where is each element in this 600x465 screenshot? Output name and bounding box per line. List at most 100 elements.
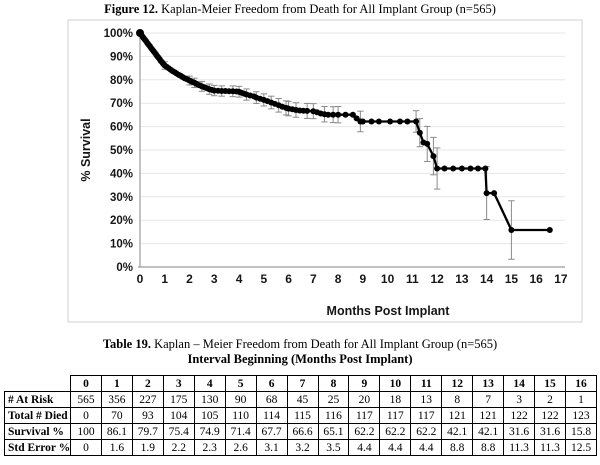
km-point (430, 153, 437, 160)
x-tick-label: 17 (554, 272, 568, 286)
table-header-row: 0 1 2 3 4 5 6 7 8 9 10 11 12 13 14 15 16 (5, 375, 597, 392)
x-tick-label: 6 (285, 272, 292, 286)
table-cell: 117 (379, 407, 412, 424)
table-cell: 122 (534, 407, 566, 424)
km-point (467, 165, 474, 172)
km-point (441, 165, 448, 172)
interval-col-header: 6 (255, 375, 288, 392)
table-subtitle: Interval Beginning (Months Post Implant) (187, 352, 413, 366)
y-tick-label: 50% (110, 145, 133, 157)
km-chart: 0%10%20%30%40%50%60%70%80%90%100%0 1 2 3 4 5 6… (67, 19, 583, 323)
table-cell: 1.9 (131, 439, 164, 456)
km-point (413, 118, 420, 125)
km-point (349, 111, 356, 118)
y-tick-label: 40% (110, 168, 133, 180)
x-tick-label: 1 (161, 272, 168, 286)
km-point (359, 118, 366, 125)
interval-col-header: 13 (472, 375, 505, 392)
table-cell: 8 (441, 391, 474, 408)
km-point (546, 227, 553, 233)
y-tick-label: 0% (116, 262, 133, 274)
table-corner-cell (5, 376, 71, 392)
x-tick-label: 2 (186, 272, 193, 286)
interval-col-header: 9 (348, 375, 381, 392)
table-title-label: Table 19. (102, 337, 151, 351)
figure-title-text: Kaplan-Meier Freedom from Death for All … (158, 2, 496, 16)
x-tick-label: 14 (480, 272, 494, 286)
y-axis-title: % Survival (79, 118, 93, 181)
row-label: # At Risk (4, 391, 71, 408)
x-tick-label: 0 (137, 272, 144, 286)
table-cell: 62.2 (379, 423, 412, 440)
table-cell: 65.1 (317, 423, 350, 440)
km-table: 0 1 2 3 4 5 6 7 8 9 10 11 12 13 14 15 16 # At Risk 565 356 2… (4, 375, 597, 456)
table-cell: 0 (70, 439, 102, 456)
km-point (416, 129, 423, 136)
x-tick-label: 3 (211, 272, 218, 286)
x-tick-label: 4 (236, 272, 243, 286)
table-cell: 31.6 (503, 423, 536, 440)
table-cell: 45 (286, 391, 319, 408)
table-cell: 79.7 (131, 423, 164, 440)
table-cell: 74.9 (193, 423, 226, 440)
table-cell: 68 (255, 391, 288, 408)
interval-col-header: 2 (131, 375, 164, 392)
figure-title: Figure 12. Kaplan-Meier Freedom from Dea… (0, 0, 600, 18)
table-cell: 3 (503, 391, 536, 408)
x-tick-label: 5 (260, 272, 267, 286)
table-cell: 227 (131, 391, 164, 408)
table-cell: 25 (317, 391, 350, 408)
table-cell: 11.3 (534, 439, 566, 456)
table-cell: 115 (286, 407, 319, 424)
row-label: Std Error % (4, 439, 71, 456)
interval-col-header: 1 (100, 375, 133, 392)
interval-col-header: 15 (534, 375, 566, 392)
table-cell: 67.7 (255, 423, 288, 440)
table-cell: 90 (224, 391, 257, 408)
x-tick-label: 8 (335, 272, 342, 286)
figure-title-label: Figure 12. (104, 2, 159, 16)
table-cell: 11.3 (503, 439, 536, 456)
table-cell: 2.3 (193, 439, 226, 456)
table-cell: 130 (193, 391, 226, 408)
km-point (491, 190, 498, 197)
interval-col-header: 0 (70, 375, 102, 392)
chart-frame (67, 19, 583, 323)
table-cell: 114 (255, 407, 288, 424)
table-cell: 175 (162, 391, 195, 408)
table-cell: 13 (410, 391, 443, 408)
km-point (368, 118, 375, 125)
table-cell: 0 (70, 407, 102, 424)
y-tick-label: 20% (110, 215, 133, 227)
x-axis-title: Months Post Implant (327, 304, 451, 318)
x-tick-label: 10 (381, 272, 395, 286)
table-cell: 62.2 (348, 423, 381, 440)
km-point (475, 165, 481, 172)
km-point (404, 118, 411, 125)
table-cell: 20 (348, 391, 381, 408)
table-cell: 66.6 (286, 423, 319, 440)
table-cell: 31.6 (534, 423, 566, 440)
km-point (342, 111, 349, 118)
table-row: Total # Died 0 70 93 104 105 110 114 115 116 117 11… (4, 407, 597, 424)
interval-col-header: 14 (503, 375, 536, 392)
table-cell: 2 (534, 391, 566, 408)
km-point (482, 165, 489, 172)
x-tick-label: 13 (455, 272, 469, 286)
interval-col-header: 10 (379, 375, 412, 392)
table-title-text: Kaplan – Meier Freedom from Death for Al… (150, 337, 498, 351)
km-point (508, 227, 515, 233)
table-cell: 116 (317, 407, 350, 424)
table-cell: 70 (100, 407, 133, 424)
table-cell: 15.8 (565, 423, 597, 440)
y-tick-label: 60% (110, 122, 133, 134)
km-point (304, 107, 311, 114)
interval-col-header: 8 (317, 375, 350, 392)
km-point (375, 118, 382, 125)
interval-col-header: 7 (286, 375, 319, 392)
interval-col-header: 4 (193, 375, 226, 392)
table-cell: 86.1 (100, 423, 133, 440)
table-title: Table 19. Kaplan – Meier Freedom from De… (0, 337, 600, 352)
table-cell: 42.1 (472, 423, 505, 440)
table-cell: 2.6 (224, 439, 257, 456)
